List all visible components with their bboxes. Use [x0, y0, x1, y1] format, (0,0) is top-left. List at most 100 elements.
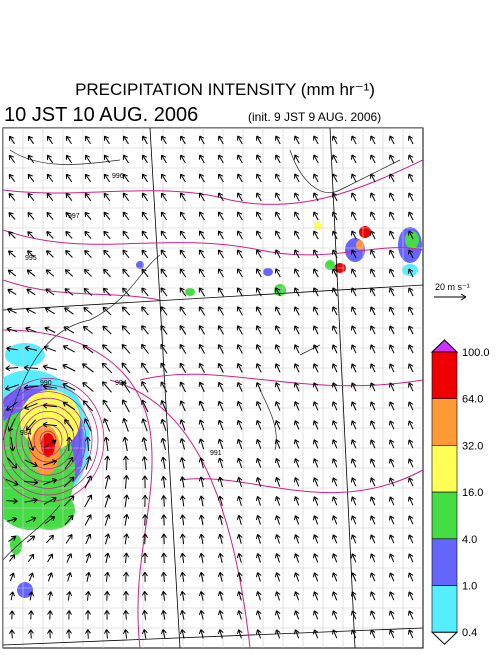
- wind-vector: [331, 325, 338, 335]
- wind-vector: [293, 515, 300, 525]
- wind-vector: [123, 494, 130, 508]
- wind-vector: [6, 307, 17, 314]
- wind-vector: [198, 192, 205, 202]
- wind-vector: [179, 457, 186, 469]
- wind-vector: [255, 495, 262, 506]
- wind-vector: [293, 496, 300, 506]
- wind-vector: [313, 135, 319, 145]
- wind-vector: [236, 306, 243, 316]
- wind-vector: [65, 135, 72, 145]
- wind-vector: [160, 418, 167, 431]
- wind-vector: [160, 325, 168, 335]
- wind-vector: [274, 363, 281, 373]
- wind-vector: [42, 402, 58, 409]
- wind-vector: [350, 363, 357, 373]
- wind-vector: [63, 495, 75, 507]
- wind-vector: [198, 287, 206, 297]
- wind-vector: [198, 514, 205, 526]
- wind-vector: [45, 515, 56, 524]
- wind-vector: [82, 400, 94, 412]
- wind-vector: [312, 306, 319, 316]
- wind-vector: [274, 420, 281, 430]
- wind-vector: [236, 287, 243, 297]
- wind-vector: [255, 344, 262, 354]
- wind-vector: [27, 135, 34, 145]
- wind-vector: [236, 610, 243, 620]
- wind-vector: [122, 418, 129, 432]
- wind-vector: [179, 211, 186, 221]
- wind-vector: [160, 475, 167, 488]
- wind-vector: [217, 457, 224, 469]
- wind-vector: [121, 399, 130, 413]
- wind-vector: [9, 629, 15, 639]
- wind-vector: [274, 325, 281, 335]
- precip-area: [263, 268, 273, 276]
- wind-vector: [122, 173, 130, 183]
- wind-vector: [389, 211, 395, 221]
- wind-vector: [255, 268, 262, 278]
- wind-vector: [85, 629, 91, 639]
- wind-vector: [179, 533, 186, 545]
- wind-vector: [198, 306, 206, 316]
- wind-vector: [331, 287, 338, 297]
- wind-vector: [141, 418, 148, 432]
- precip-area: [359, 226, 371, 238]
- wind-vector: [388, 458, 395, 468]
- wind-vector: [103, 154, 110, 164]
- wind-vector: [407, 477, 414, 487]
- wind-vector: [236, 400, 243, 411]
- wind-vector: [388, 306, 395, 316]
- wind-vector: [312, 572, 319, 582]
- wind-vector: [217, 230, 224, 240]
- wind-vector: [331, 268, 338, 278]
- colorbar-label: 4.0: [462, 534, 477, 546]
- precip-area: [136, 261, 144, 269]
- wind-vector: [62, 382, 76, 391]
- wind-vector: [84, 230, 92, 240]
- wind-vector: [46, 135, 53, 145]
- wind-vector: [236, 192, 243, 202]
- wind-vector: [369, 268, 376, 278]
- wind-vector: [84, 173, 92, 183]
- wind-vector: [255, 514, 262, 525]
- wind-vector: [255, 610, 262, 620]
- wind-vector: [274, 439, 281, 449]
- wind-vector: [293, 287, 300, 297]
- wind-vector: [236, 325, 243, 335]
- wind-vector: [275, 154, 281, 164]
- wind-vector: [312, 382, 319, 392]
- wind-vector: [160, 192, 167, 202]
- wind-vector: [237, 135, 243, 145]
- wind-vector: [293, 610, 300, 620]
- wind-vector: [142, 135, 148, 145]
- wind-vector: [331, 420, 338, 430]
- wind-vector: [331, 629, 338, 639]
- wind-vector: [141, 306, 149, 316]
- wind-vector: [65, 230, 73, 239]
- wind-vector: [198, 610, 205, 620]
- wind-vector: [408, 173, 414, 183]
- wind-vector: [141, 629, 148, 639]
- wind-vector: [104, 571, 111, 582]
- wind-vector: [9, 572, 15, 582]
- wind-vector: [407, 420, 414, 430]
- wind-vector: [44, 326, 56, 333]
- wind-vector: [256, 154, 262, 164]
- wind-vector: [388, 382, 395, 392]
- wind-vector: [103, 418, 111, 432]
- wind-vector: [407, 344, 414, 354]
- wind-vector: [141, 268, 149, 278]
- wind-vector: [179, 629, 186, 639]
- wind-vector: [8, 173, 16, 182]
- wind-vector: [274, 629, 281, 639]
- pressure-contour: [109, 379, 251, 648]
- wind-vector: [104, 590, 110, 601]
- wind-vector: [179, 514, 186, 526]
- wind-vector: [27, 553, 35, 563]
- wind-vector: [81, 363, 94, 373]
- wind-vector: [66, 436, 73, 452]
- wind-vector: [47, 572, 54, 582]
- wind-vector: [388, 287, 395, 297]
- wind-vector: [65, 173, 73, 183]
- wind-vector: [142, 552, 148, 564]
